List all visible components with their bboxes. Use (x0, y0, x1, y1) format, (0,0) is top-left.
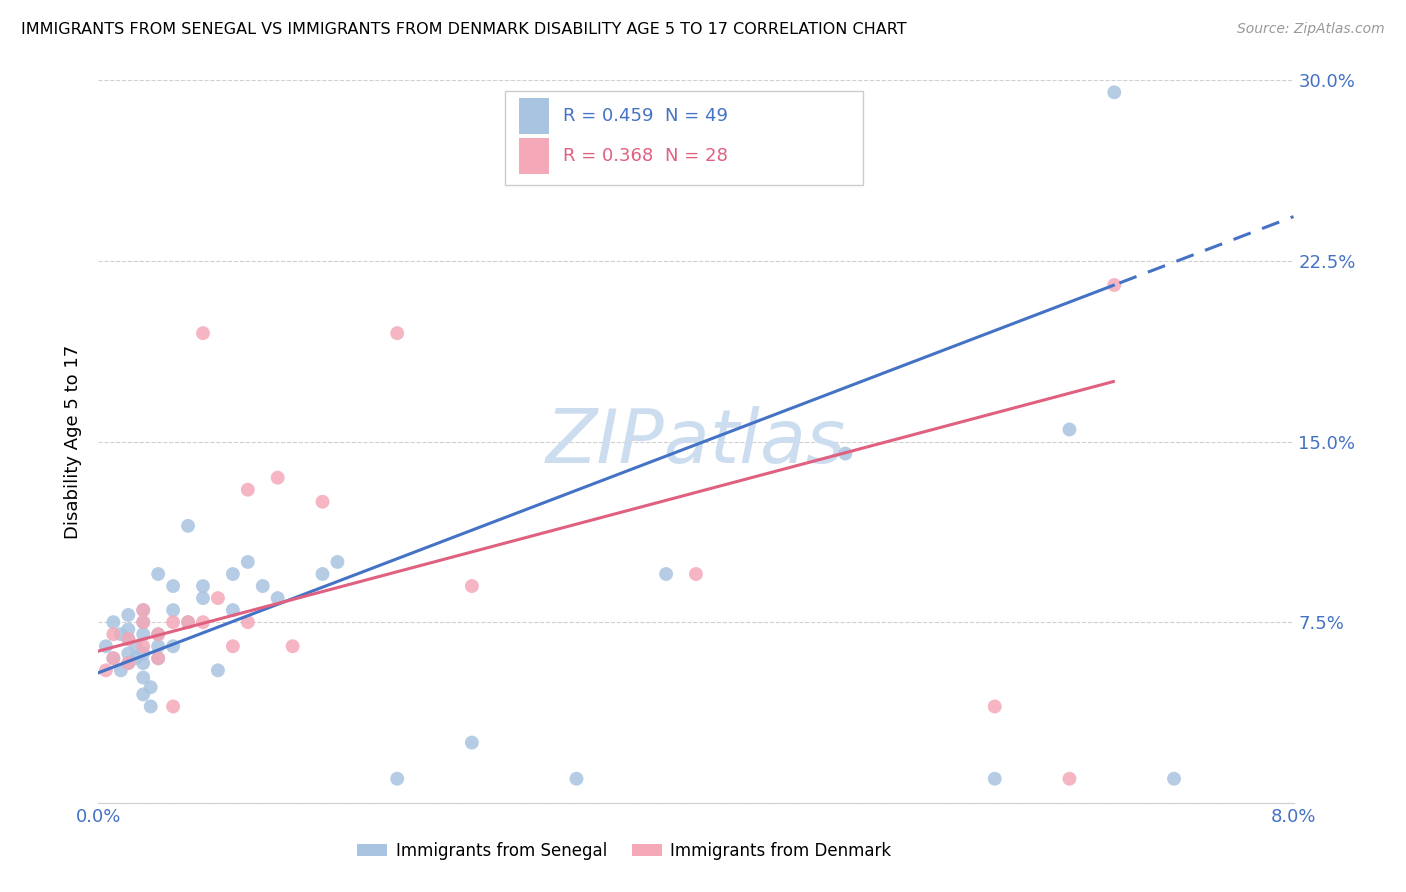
Point (132, 615, 155, 630)
Point (281, 639, 304, 653)
Point (148, 627, 170, 641)
Point (207, 591, 229, 605)
Point (94, 664, 117, 678)
Point (103, 627, 125, 641)
Point (267, 591, 290, 605)
Text: IMMIGRANTS FROM SENEGAL VS IMMIGRANTS FROM DENMARK DISABILITY AGE 5 TO 17 CORREL: IMMIGRANTS FROM SENEGAL VS IMMIGRANTS FR… (21, 22, 907, 37)
Point (148, 627, 170, 641)
Point (103, 651, 125, 665)
Point (461, 579, 484, 593)
Bar (519, 98, 548, 135)
Point (191, 579, 214, 593)
Point (162, 603, 184, 617)
Point (461, 735, 484, 749)
Point (117, 656, 139, 670)
Text: N = 49: N = 49 (665, 107, 728, 126)
Point (132, 639, 155, 653)
Point (162, 699, 184, 714)
Point (385, 772, 409, 786)
Text: ZIPatlas: ZIPatlas (546, 406, 846, 477)
Point (1163, 772, 1185, 786)
Point (132, 603, 155, 617)
Point (177, 518, 200, 533)
Point (191, 591, 214, 605)
Point (207, 664, 229, 678)
Point (132, 687, 155, 701)
Point (117, 632, 139, 646)
Point (132, 647, 155, 661)
Text: N = 28: N = 28 (665, 147, 728, 165)
Point (117, 607, 139, 622)
Point (252, 579, 274, 593)
Point (1059, 772, 1081, 786)
Text: Source: ZipAtlas.com: Source: ZipAtlas.com (1237, 22, 1385, 37)
Point (117, 623, 139, 637)
Point (148, 651, 170, 665)
Point (132, 615, 155, 630)
Point (103, 615, 125, 630)
Y-axis label: Disability Age 5 to 17: Disability Age 5 to 17 (65, 344, 83, 539)
Point (110, 627, 132, 641)
Point (110, 664, 132, 678)
Point (655, 567, 678, 582)
Point (162, 579, 184, 593)
Point (94, 639, 117, 653)
Point (148, 651, 170, 665)
Point (125, 651, 148, 665)
Point (125, 639, 148, 653)
Point (117, 647, 139, 661)
Point (162, 615, 184, 630)
Point (132, 627, 155, 641)
Point (222, 639, 245, 653)
Point (132, 671, 155, 685)
Legend: Immigrants from Senegal, Immigrants from Denmark: Immigrants from Senegal, Immigrants from… (350, 836, 898, 867)
Bar (519, 138, 548, 174)
Point (1059, 422, 1081, 436)
Point (1104, 277, 1126, 292)
Point (139, 680, 162, 694)
Point (117, 656, 139, 670)
Point (191, 615, 214, 630)
Point (177, 615, 200, 630)
Point (834, 446, 856, 460)
Point (139, 699, 162, 714)
Point (132, 603, 155, 617)
Point (236, 483, 259, 497)
Point (148, 639, 170, 653)
Point (148, 567, 170, 582)
Point (103, 651, 125, 665)
Point (132, 656, 155, 670)
Point (1104, 85, 1126, 99)
Point (236, 555, 259, 569)
Point (267, 470, 290, 484)
Point (311, 567, 333, 582)
Point (222, 603, 245, 617)
Point (565, 772, 588, 786)
Point (984, 699, 1007, 714)
Point (326, 555, 349, 569)
Point (311, 494, 333, 508)
Text: R = 0.459: R = 0.459 (564, 107, 654, 126)
Point (984, 772, 1007, 786)
Point (162, 639, 184, 653)
Point (177, 615, 200, 630)
Point (685, 567, 707, 582)
Text: R = 0.368: R = 0.368 (564, 147, 654, 165)
Point (117, 632, 139, 646)
Point (385, 326, 409, 340)
Point (191, 326, 214, 340)
FancyBboxPatch shape (505, 91, 863, 185)
Point (236, 615, 259, 630)
Point (222, 567, 245, 582)
